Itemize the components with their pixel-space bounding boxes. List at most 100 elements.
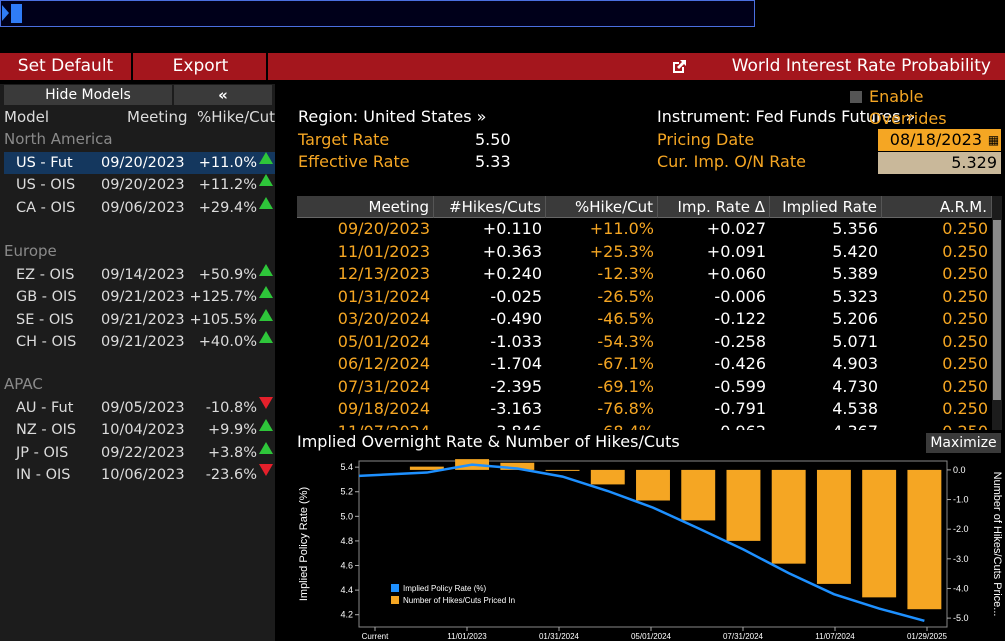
bar <box>907 469 942 610</box>
y2-tick-label: -4.0 <box>953 583 969 593</box>
up-arrow-icon <box>259 286 273 299</box>
bar <box>681 469 716 521</box>
bar <box>636 469 670 501</box>
hike-probability: +11.0% <box>198 155 257 171</box>
hike-probability: +105.5% <box>189 311 257 328</box>
command-line-input[interactable] <box>0 0 755 27</box>
y2-tick-label: -1.0 <box>953 495 969 505</box>
table-cell: +0.091 <box>706 241 766 261</box>
table-row[interactable]: 01/31/2024 -0.025 -26.5% -0.006 5.323 0.250 <box>297 286 992 309</box>
column-header-model[interactable]: Model <box>4 108 50 126</box>
table-scrollbar-thumb[interactable] <box>993 220 1001 400</box>
model-row[interactable]: IN - OIS 10/06/2023 -23.6% <box>4 463 275 486</box>
calendar-icon[interactable]: ▦ <box>986 129 1001 151</box>
table-cell: +11.0% <box>589 219 654 238</box>
onrate-label: Cur. Imp. O/N Rate <box>657 152 806 171</box>
table-row[interactable]: 06/12/2024 -1.704 -67.1% -0.426 4.903 0.250 <box>297 353 992 376</box>
table-cell: -0.025 <box>490 286 542 306</box>
hike-probability: +50.9% <box>198 267 257 283</box>
meeting-date: 10/04/2023 <box>101 422 185 439</box>
table-row[interactable]: 12/13/2023 +0.240 -12.3% +0.060 5.389 0.250 <box>297 263 992 286</box>
model-name: JP - OIS <box>16 444 69 461</box>
region-selector[interactable]: Region: United States » <box>298 107 487 126</box>
table-cell: +0.110 <box>482 219 542 238</box>
up-arrow-icon <box>259 152 273 164</box>
set-default-button[interactable]: Set Default <box>0 53 133 80</box>
table-row[interactable]: 03/20/2024 -0.490 -46.5% -0.122 5.206 0.250 <box>297 308 992 331</box>
table-row[interactable]: 05/01/2024 -1.033 -54.3% -0.258 5.071 0.250 <box>297 331 992 354</box>
hike-probability: +29.4% <box>198 199 257 216</box>
column-header[interactable]: %Hike/Cut <box>546 196 658 218</box>
y-tick-label: 4.6 <box>340 561 353 571</box>
enable-overrides-checkbox[interactable] <box>850 91 862 103</box>
table-cell: 0.250 <box>942 331 988 351</box>
table-row[interactable]: 09/20/2023 +0.110 +11.0% +0.027 5.356 0.250 <box>297 218 992 241</box>
column-header[interactable]: A.R.M. <box>882 196 992 218</box>
bar <box>500 462 535 470</box>
column-header-hike[interactable]: %Hike/Cut <box>197 108 275 126</box>
onrate-field[interactable]: 5.329 <box>878 152 1001 174</box>
table-cell: 09/18/2024 <box>337 399 430 418</box>
model-row[interactable]: CA - OIS 09/06/2023 +29.4% <box>4 196 275 219</box>
hike-probability: -10.8% <box>205 400 257 416</box>
pricing-date-field[interactable]: 08/18/2023 <box>878 129 986 151</box>
maximize-button[interactable]: Maximize <box>926 433 1001 453</box>
column-header-meeting[interactable]: Meeting <box>127 108 188 126</box>
table-cell: 4.367 <box>770 421 882 431</box>
table-cell: -0.258 <box>714 331 766 351</box>
model-row[interactable]: SE - OIS 09/21/2023 +105.5% <box>4 308 275 331</box>
table-cell: -67.1% <box>597 354 654 373</box>
table-cell: 4.538 <box>832 399 878 418</box>
table-cell: 5.071 <box>832 331 878 351</box>
table-cell: -54.3% <box>597 331 654 351</box>
up-arrow-icon <box>259 196 273 209</box>
hike-probability: +11.2% <box>198 177 257 194</box>
table-row[interactable]: 11/07/2024-3.846-68.4%-0.9624.3670.250 <box>297 421 992 431</box>
meeting-date: 09/20/2023 <box>101 177 185 194</box>
y-tick-label: 4.4 <box>340 585 353 595</box>
hide-models-button[interactable]: Hide Models <box>4 85 172 105</box>
model-row[interactable]: EZ - OIS 09/14/2023 +50.9% <box>4 264 275 286</box>
model-row[interactable]: GB - OIS 09/21/2023 +125.7% <box>4 286 275 308</box>
table-cell: +0.027 <box>706 219 766 238</box>
table-row[interactable]: 07/31/2024 -2.395 -69.1% -0.599 4.730 0.250 <box>297 376 992 399</box>
bar <box>409 466 444 470</box>
model-row[interactable]: AU - Fut 09/05/2023 -10.8% <box>4 397 275 419</box>
y2-tick-label: -5.0 <box>953 613 969 623</box>
table-cell: -1.033 <box>490 331 542 351</box>
legend-entry: Implied Policy Rate (%) <box>403 584 486 593</box>
model-row[interactable]: JP - OIS 09/22/2023 +3.8% <box>4 441 275 464</box>
x-tick-label: 11/07/2024 <box>815 632 855 641</box>
table-cell: -3.163 <box>490 399 542 418</box>
model-row[interactable]: US - OIS 09/20/2023 +11.2% <box>4 174 275 196</box>
rate-chart: 5.4 5.2 5.0 4.8 4.6 4.4 4.2 0.0 -1.0 -2.0 -3.0 -4.0… <box>298 459 1003 641</box>
chart-title: Implied Overnight Rate & Number of Hikes… <box>297 432 680 451</box>
collapse-panel-button[interactable]: « <box>174 85 272 105</box>
export-button[interactable]: Export <box>135 53 268 80</box>
model-row[interactable]: NZ - OIS 10/04/2023 +9.9% <box>4 419 275 441</box>
bar <box>816 469 851 584</box>
table-cell: -3.846 <box>434 421 546 431</box>
model-row[interactable]: US - Fut 09/20/2023 +11.0% <box>4 152 275 174</box>
meeting-date: 09/05/2023 <box>101 400 185 416</box>
model-row[interactable]: CH - OIS 09/21/2023 +40.0% <box>4 330 275 353</box>
column-header[interactable]: #Hikes/Cuts <box>434 196 546 218</box>
table-cell: 12/13/2023 <box>337 264 430 283</box>
table-cell: 0.250 <box>942 241 988 261</box>
bar <box>726 469 761 541</box>
launch-icon[interactable] <box>671 59 687 75</box>
column-header[interactable]: Meeting <box>297 196 434 218</box>
table-row[interactable]: 09/18/2024 -3.163 -76.8% -0.791 4.538 0.250 <box>297 398 992 421</box>
table-row[interactable]: 11/01/2023 +0.363 +25.3% +0.091 5.420 0.250 <box>297 241 992 264</box>
y-tick-label: 5.2 <box>340 487 353 497</box>
table-cell: 5.356 <box>832 219 878 238</box>
instrument-selector[interactable]: Instrument: Fed Funds Futures » <box>657 107 916 126</box>
column-header[interactable]: Implied Rate <box>770 196 882 218</box>
table-cell: 0.250 <box>942 354 988 373</box>
model-name: AU - Fut <box>16 400 74 416</box>
x-tick-label: 07/31/2024 <box>723 632 764 641</box>
column-header[interactable]: Imp. Rate Δ <box>658 196 770 218</box>
enable-overrides-label[interactable]: Enable Overrides <box>869 87 947 128</box>
table-cell: -26.5% <box>597 286 654 306</box>
table-cell: 0.250 <box>942 286 988 306</box>
